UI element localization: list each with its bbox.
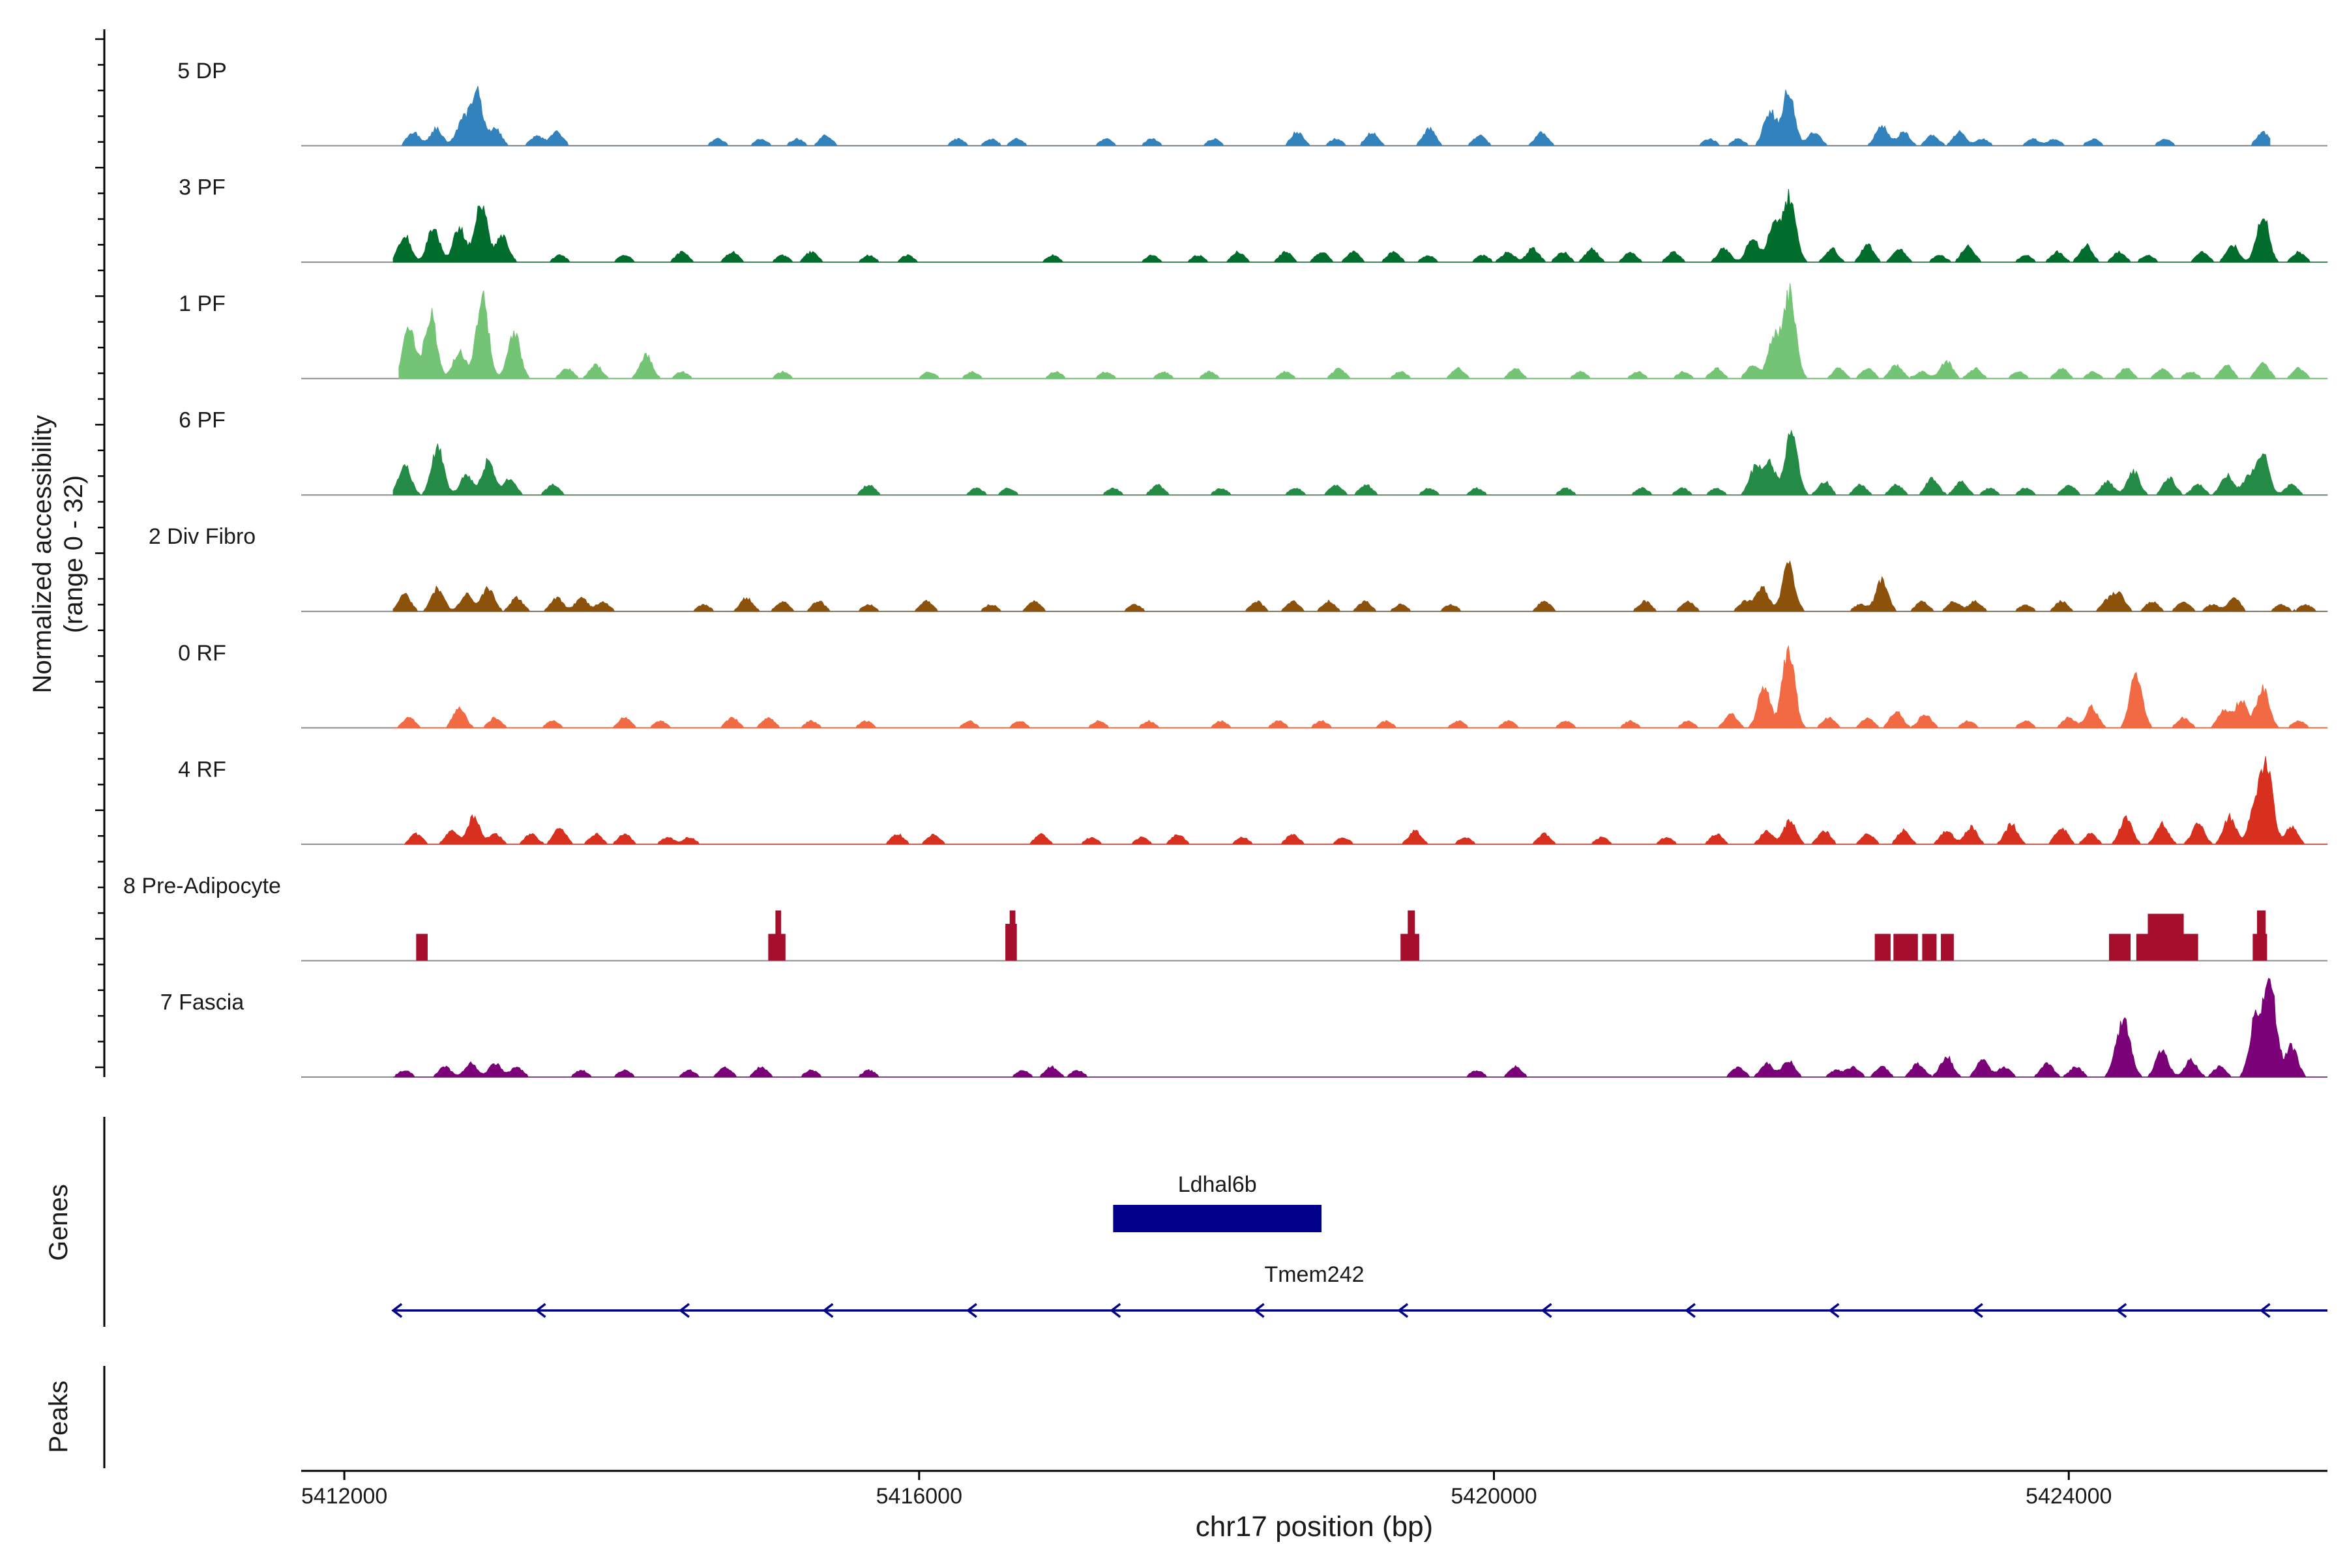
track-6-pf: 6 PF [179,408,2328,496]
track-8-pre-adipocyte: 8 Pre-Adipocyte [123,874,2327,962]
strand-arrow [1541,1303,1552,1318]
y-axis-label-line1: Normalized accessibility [28,415,57,694]
track-1-pf: 1 PF [179,283,2328,379]
strand-arrow [391,1303,403,1318]
coverage-block [1893,934,1918,961]
track-label-1-pf: 1 PF [179,291,226,316]
strand-arrow [822,1303,834,1318]
strand-arrow [1685,1303,1696,1318]
gene-label-ldhal6b: Ldhal6b [1178,1172,1257,1197]
coverage-area [392,560,2328,612]
coverage-block [2256,910,2266,961]
gene-label-tmem242: Tmem242 [1264,1262,1364,1287]
x-axis-label: chr17 position (bp) [1196,1511,1433,1543]
coverage-area [398,283,2328,379]
genes-layer: Ldhal6b Tmem242 [391,1172,2327,1318]
gene-body-ldhal6b [1113,1205,1322,1232]
track-4-rf: 4 RF [178,756,2328,846]
track-label-3-pf: 3 PF [179,175,226,200]
coverage-area [401,85,2271,147]
tracks-layer: 5 DP 3 PF 1 PF 6 PF 2 Div Fibro 0 RF 4 RF 8 Pre… [123,59,2328,1078]
track-2-div-fibro: 2 Div Fibro [149,524,2328,612]
coverage-block [1009,910,1016,961]
coverage-block [1922,934,1937,961]
coverage-area [392,188,2328,263]
strand-arrow [966,1303,977,1318]
strand-arrow [1253,1303,1265,1318]
axes-layer: Normalized accessibility (range 0 - 32) … [28,29,2327,1543]
strand-arrow [1397,1303,1409,1318]
track-label-5-dp: 5 DP [177,59,227,83]
track-label-8-pre-adipocyte: 8 Pre-Adipocyte [123,874,281,898]
strand-arrow [535,1303,546,1318]
track-label-6-pf: 6 PF [179,408,226,433]
genes-track-label: Genes [44,1184,73,1261]
strand-arrow [679,1303,690,1318]
coverage-area [392,645,2328,729]
strand-arrow [1828,1303,1840,1318]
peaks-track-label: Peaks [44,1380,73,1453]
track-5-dp: 5 DP [177,59,2327,147]
strand-arrow [2259,1303,2271,1318]
coverage-block [2108,934,2131,961]
gene-ldhal6b: Ldhal6b [1113,1172,1322,1232]
coverage-block [775,910,782,961]
track-label-4-rf: 4 RF [178,757,226,782]
strand-arrow [1971,1303,1983,1318]
coverage-area [404,756,2328,846]
track-0-rf: 0 RF [178,641,2328,729]
x-tick-label: 5420000 [1451,1484,1537,1509]
coverage-area [393,978,2327,1078]
x-tick-label: 5416000 [876,1484,962,1509]
coverage-block [1408,910,1415,961]
coverage-area [392,429,2328,496]
track-label-2-div-fibro: 2 Div Fibro [149,524,256,549]
track-3-pf: 3 PF [179,175,2328,263]
track-label-0-rf: 0 RF [178,641,226,666]
x-tick-label: 5412000 [301,1484,387,1509]
coverage-block [2148,913,2184,961]
y-axis-label-line2: (range 0 - 32) [59,475,88,633]
track-label-7-fascia: 7 Fascia [160,990,244,1014]
coverage-block [416,934,428,961]
gene-tmem242: Tmem242 [391,1262,2327,1318]
coverage-block [1874,934,1891,961]
strand-arrow [2116,1303,2127,1318]
strand-arrow [1110,1303,1121,1318]
x-tick-label: 5424000 [2026,1484,2112,1509]
track-7-fascia: 7 Fascia [160,978,2327,1078]
coverage-block [1941,934,1954,961]
